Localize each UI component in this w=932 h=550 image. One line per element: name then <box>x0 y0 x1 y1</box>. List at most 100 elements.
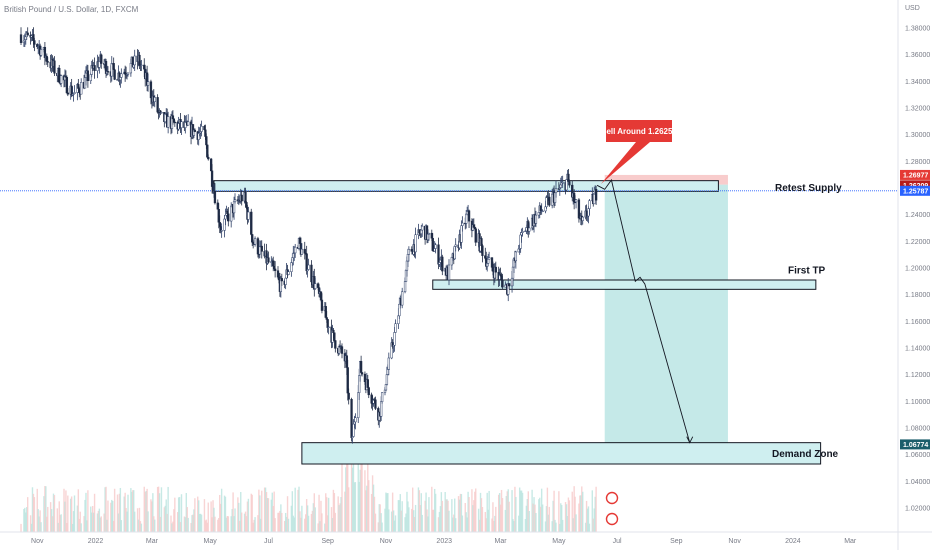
volume-bar <box>273 491 275 532</box>
volume-bar <box>252 522 254 532</box>
volume-bar <box>147 511 149 532</box>
volume-bar <box>385 492 387 532</box>
volume-bar <box>233 516 235 532</box>
volume-bar <box>321 513 323 532</box>
candle-body <box>461 222 464 226</box>
volume-bar <box>544 521 547 532</box>
volume-bar <box>438 511 441 532</box>
volume-bar <box>317 523 319 532</box>
symbol-title: British Pound / U.S. Dollar, 1D, FXCM <box>4 5 139 14</box>
currency-label: USD <box>905 5 920 12</box>
volume-bar <box>459 493 462 532</box>
volume-bar <box>59 515 61 532</box>
candle-body <box>180 121 183 128</box>
volume-bar <box>347 461 349 532</box>
volume-bar <box>457 496 460 532</box>
candle-body <box>434 244 437 249</box>
volume-bar <box>539 497 541 532</box>
stop-price-badge-text: 1.26977 <box>903 172 928 179</box>
volume-bar <box>106 519 108 532</box>
candle-body <box>565 179 568 191</box>
volume-bar <box>177 497 180 532</box>
volume-bar <box>306 505 309 532</box>
volume-bar <box>593 508 595 532</box>
volume-bar <box>578 503 580 532</box>
volume-bar <box>312 503 315 532</box>
candle-body <box>267 257 270 263</box>
volume-bar <box>178 497 181 532</box>
volume-bar <box>320 500 322 532</box>
volume-bar <box>412 510 415 532</box>
candle-body <box>481 245 484 256</box>
volume-bar <box>73 495 76 532</box>
time-tick-label: Mar <box>146 538 159 545</box>
volume-bar <box>90 506 92 532</box>
volume-bar <box>112 520 115 532</box>
volume-bar <box>572 518 574 532</box>
candle-body <box>501 279 504 288</box>
volume-bar <box>377 522 380 532</box>
demand-zone <box>301 442 822 465</box>
volume-bar <box>432 509 434 532</box>
volume-bar <box>344 491 346 532</box>
volume-bar <box>585 500 588 532</box>
time-tick-label: May <box>204 538 218 545</box>
volume-bar <box>92 512 95 532</box>
volume-bar <box>240 491 242 532</box>
volume-bar <box>513 521 515 532</box>
volume-bar <box>60 514 62 532</box>
volume-bar <box>137 519 140 532</box>
volume-bar <box>361 462 363 532</box>
volume-bar <box>588 523 591 532</box>
volume-bar <box>575 514 577 532</box>
volume-bar <box>545 506 548 532</box>
candle-body <box>294 246 297 254</box>
volume-bar <box>518 487 521 532</box>
candle-body <box>166 116 170 128</box>
volume-bar <box>91 512 93 532</box>
volume-bar <box>206 522 209 532</box>
time-tick-label: Nov <box>31 538 44 545</box>
volume-bar <box>260 518 262 532</box>
volume-bar <box>134 511 136 532</box>
volume-bar <box>205 519 208 532</box>
volume-bar <box>540 506 542 532</box>
volume-bar <box>485 518 487 532</box>
volume-bar <box>117 513 120 532</box>
volume-bar <box>394 515 397 532</box>
volume-bar <box>183 516 186 532</box>
volume-bar <box>191 515 193 532</box>
volume-bar <box>170 515 172 532</box>
volume-bar <box>125 507 127 532</box>
volume-bar <box>71 523 74 532</box>
volume-bar <box>478 519 481 532</box>
candle-body <box>374 399 377 409</box>
volume-bar <box>165 499 167 532</box>
volume-bar <box>277 512 279 532</box>
volume-bar <box>384 508 386 532</box>
volume-bar <box>407 501 409 532</box>
candle-body <box>487 257 491 260</box>
volume-bar <box>561 519 564 532</box>
volume-bar <box>388 509 390 532</box>
volume-bar <box>138 507 141 532</box>
volume-bar <box>318 494 320 532</box>
volume-bar <box>481 507 484 532</box>
volume-bar <box>27 497 29 532</box>
candle-body <box>19 34 23 43</box>
volume-bar <box>29 515 32 532</box>
volume-bar <box>51 516 54 532</box>
volume-bar <box>561 505 563 532</box>
volume-bar <box>219 503 222 532</box>
first-tp-label: First TP <box>788 266 826 277</box>
volume-bar <box>307 515 310 532</box>
volume-bar <box>79 511 81 532</box>
volume-bar <box>365 490 367 532</box>
volume-bar <box>187 517 189 532</box>
volume-bar <box>258 489 260 532</box>
volume-bar <box>326 515 329 532</box>
volume-bar <box>564 502 567 532</box>
volume-bar <box>305 514 307 532</box>
volume-bar <box>150 499 152 532</box>
